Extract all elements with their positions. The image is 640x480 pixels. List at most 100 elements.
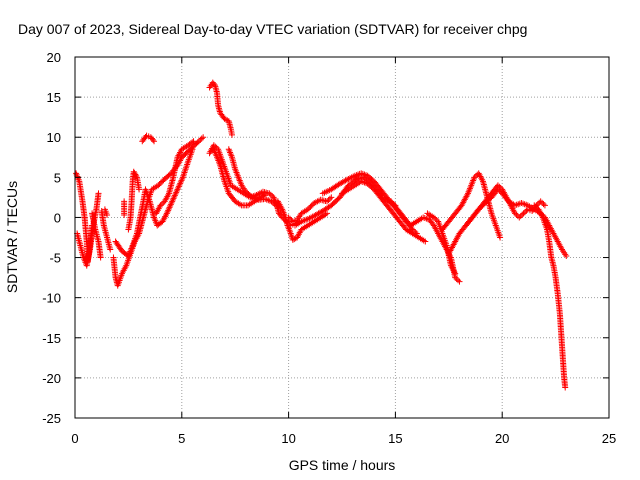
data-point xyxy=(471,174,478,181)
data-point xyxy=(127,248,134,255)
data-point xyxy=(516,214,523,221)
data-point xyxy=(325,197,332,204)
x-tick-label: 25 xyxy=(602,431,616,446)
data-point xyxy=(475,206,482,213)
data-point xyxy=(190,138,197,145)
data-point xyxy=(285,214,292,221)
x-axis-label: GPS time / hours xyxy=(289,457,396,473)
data-point xyxy=(456,278,463,285)
data-point xyxy=(539,199,546,206)
data-point xyxy=(288,217,295,224)
data-point xyxy=(198,135,205,142)
data-point xyxy=(422,238,429,245)
data-point xyxy=(496,187,503,194)
data-point xyxy=(307,203,314,210)
data-point xyxy=(95,190,102,197)
axis-ticks: 0 5 10 15 20 25 20 15 10 5 0 -5 -10 -15 -20 -25 xyxy=(42,50,616,446)
data-point xyxy=(432,215,439,222)
data-point xyxy=(521,209,528,216)
data-point xyxy=(126,249,133,256)
x-tick-label: 15 xyxy=(388,431,402,446)
data-point xyxy=(287,215,294,222)
y-tick-label: -10 xyxy=(42,291,61,306)
y-tick-label: 0 xyxy=(54,210,61,225)
data-point xyxy=(157,179,164,186)
data-point xyxy=(125,252,132,259)
data-point xyxy=(520,210,527,217)
data-point xyxy=(513,211,520,218)
data-point xyxy=(267,191,274,198)
data-point xyxy=(479,202,486,209)
data-point xyxy=(512,210,519,217)
data-point xyxy=(433,217,440,224)
y-axis-label: SDTVAR / TECUs xyxy=(4,181,20,293)
data-point xyxy=(531,202,538,209)
data-point xyxy=(562,384,569,391)
data-point xyxy=(266,190,273,197)
data-point xyxy=(197,136,204,143)
data-point xyxy=(532,203,539,210)
data-point xyxy=(133,172,140,179)
data-point xyxy=(523,207,530,214)
chart-title: Day 007 of 2023, Sidereal Day-to-day VTE… xyxy=(18,21,527,37)
data-point xyxy=(306,205,313,212)
data-point xyxy=(210,80,217,87)
data-point xyxy=(129,244,136,251)
x-tick-label: 5 xyxy=(178,431,185,446)
data-point xyxy=(107,246,114,253)
data-point xyxy=(540,201,547,208)
data-point xyxy=(159,178,166,185)
data-point xyxy=(429,221,436,228)
data-point xyxy=(269,199,276,206)
x-tick-label: 0 xyxy=(71,431,78,446)
data-point xyxy=(324,198,331,205)
data-point xyxy=(200,134,207,141)
data-point xyxy=(156,181,163,188)
data-point xyxy=(271,201,278,208)
data-point xyxy=(195,138,202,145)
data-point xyxy=(189,139,196,146)
data-point xyxy=(158,201,165,208)
data-point xyxy=(126,251,133,258)
data-point xyxy=(127,246,134,253)
data-point xyxy=(97,254,104,261)
data-point xyxy=(472,172,479,179)
data-point xyxy=(478,203,485,210)
x-tick-label: 10 xyxy=(281,431,295,446)
data-point xyxy=(189,146,196,153)
data-point xyxy=(563,252,570,259)
data-point xyxy=(128,245,135,252)
grid-lines xyxy=(75,57,609,418)
data-point xyxy=(142,134,149,141)
data-point xyxy=(326,195,333,202)
data-point xyxy=(497,234,504,241)
data-point xyxy=(104,212,111,219)
data-point xyxy=(452,270,459,277)
y-tick-label: 10 xyxy=(47,130,61,145)
data-point xyxy=(308,202,315,209)
data-point xyxy=(304,206,311,213)
y-tick-label: 20 xyxy=(47,50,61,65)
y-tick-label: 5 xyxy=(54,170,61,185)
data-point xyxy=(136,186,143,193)
data-point xyxy=(149,136,156,143)
data-point xyxy=(155,182,162,189)
y-tick-label: -20 xyxy=(42,371,61,386)
data-point xyxy=(212,143,219,150)
y-tick-label: -15 xyxy=(42,331,61,346)
data-point xyxy=(453,275,460,282)
data-point xyxy=(455,277,462,284)
data-point xyxy=(343,176,350,183)
data-points xyxy=(73,79,570,391)
data-point xyxy=(151,138,158,145)
x-tick-label: 20 xyxy=(495,431,509,446)
data-point xyxy=(494,186,501,193)
data-point xyxy=(541,202,548,209)
plot-frame xyxy=(74,56,610,419)
data-point xyxy=(121,198,128,205)
data-point xyxy=(519,211,526,218)
data-point xyxy=(328,194,335,201)
data-point xyxy=(476,205,483,212)
data-point xyxy=(537,198,544,205)
